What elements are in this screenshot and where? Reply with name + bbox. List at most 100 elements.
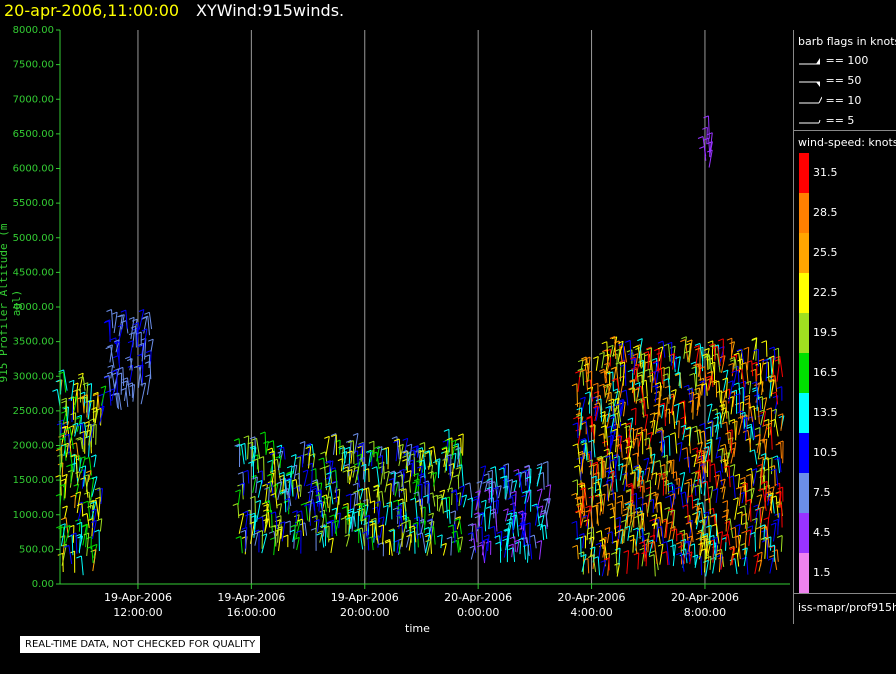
wind-barb-flag — [483, 534, 490, 538]
wind-barb — [528, 476, 532, 491]
wind-barb — [652, 361, 659, 384]
wind-barb — [637, 468, 642, 485]
wind-barb — [368, 487, 372, 504]
wind-barb — [730, 429, 733, 454]
wind-barb-flag — [283, 488, 289, 492]
wind-barb-flag — [484, 488, 490, 492]
wind-barb — [725, 400, 728, 419]
wind-barb-flag — [605, 348, 611, 352]
wind-barb — [617, 413, 620, 429]
wind-barb — [576, 383, 578, 407]
wind-barb-flag — [722, 377, 728, 381]
wind-barb — [622, 361, 625, 386]
wind-barb-flag — [745, 499, 751, 503]
wind-barb-flag — [540, 509, 546, 513]
wind-barb-flag — [461, 494, 467, 498]
wind-barb — [632, 428, 639, 449]
wind-barb — [697, 470, 701, 485]
wind-barb — [698, 542, 704, 560]
wind-barb-flag — [249, 436, 256, 440]
wind-barb — [585, 441, 588, 461]
wind-barb — [603, 539, 608, 561]
wind-barb — [705, 511, 710, 526]
wind-barb-flag — [482, 538, 488, 542]
wind-barb — [779, 457, 782, 473]
wind-barb — [524, 490, 528, 504]
wind-barb — [613, 388, 619, 407]
wind-barb — [774, 419, 779, 437]
wind-barb — [275, 493, 278, 509]
wind-barb-flag — [277, 450, 283, 454]
wind-barb — [364, 464, 367, 483]
wind-barb-flag — [342, 469, 348, 473]
wind-barb — [737, 366, 740, 383]
wind-barb-flag — [651, 472, 657, 476]
wind-barb-flag — [492, 486, 499, 490]
wind-barb-flag — [763, 517, 769, 521]
wind-barb-flag — [636, 385, 642, 389]
wind-barb-flag — [252, 458, 258, 462]
wind-barb-flag — [721, 407, 727, 411]
wind-barb-flag — [93, 529, 100, 533]
wind-barb — [586, 519, 590, 541]
speed-swatch-label: 31.5 — [813, 166, 838, 179]
wind-barb-flag — [58, 369, 64, 373]
wind-barb-flag — [538, 472, 544, 475]
wind-barb — [481, 541, 485, 556]
wind-barb — [380, 461, 385, 485]
wind-barb-flag — [594, 493, 601, 497]
wind-barb-flag — [264, 486, 270, 490]
wind-barb — [338, 512, 341, 529]
speed-colorbar: 31.5 28.5 25.5 22.5 19.5 16.5 13.5 10.5 7.5 4.5 1.… — [799, 153, 838, 593]
wind-barb — [769, 558, 774, 574]
wind-barb-flag — [346, 516, 352, 520]
wind-barb — [417, 478, 420, 497]
wind-barb — [602, 411, 606, 425]
wind-barb-flag — [681, 447, 688, 451]
wind-barb — [79, 455, 81, 468]
wind-barb-flag — [98, 393, 104, 397]
barb-10-label: == 10 — [825, 94, 862, 107]
wind-barb — [769, 492, 774, 511]
wind-barb — [442, 543, 447, 556]
wind-barb-flag — [695, 363, 701, 367]
wind-barb — [723, 369, 729, 392]
wind-barb-flag — [137, 364, 144, 368]
wind-barb-flag — [732, 552, 738, 556]
wind-barb-flag — [697, 383, 703, 387]
speed-swatch-label: 28.5 — [813, 206, 838, 219]
wind-barb-flag — [715, 455, 721, 459]
wind-barb-flag — [749, 449, 755, 453]
wind-barb-flag — [399, 501, 405, 505]
wind-barb — [81, 469, 85, 489]
wind-barb — [545, 510, 549, 527]
wind-barb — [350, 511, 354, 529]
speed-swatch-label: 4.5 — [813, 526, 831, 539]
wind-barb-flag — [138, 309, 145, 312]
wind-barb — [719, 531, 723, 553]
x-tick-time: 0:00:00 — [457, 606, 499, 619]
wind-barb — [582, 487, 586, 510]
wind-barb-flag — [576, 502, 582, 506]
wind-barb — [647, 494, 651, 514]
wind-barb — [641, 470, 644, 485]
wind-barb — [685, 541, 691, 559]
wind-barb-flag — [723, 509, 729, 513]
wind-barb — [432, 472, 437, 487]
wind-barb — [688, 520, 693, 540]
wind-barb-flag — [293, 486, 299, 490]
wind-barb — [737, 474, 741, 488]
wind-barb — [346, 506, 349, 525]
wind-barb-flag — [703, 446, 709, 449]
wind-barb — [92, 549, 97, 572]
wind-barb-flag — [684, 350, 691, 354]
wind-barb — [616, 438, 619, 458]
wind-barb — [646, 396, 649, 410]
wind-barb-flag — [252, 476, 258, 480]
wind-barb-flag — [664, 366, 670, 370]
wind-barb-flag — [270, 492, 276, 496]
wind-barb — [457, 443, 459, 460]
wind-barb — [762, 453, 767, 470]
wind-barb-flag — [635, 506, 641, 510]
wind-barb-flag — [698, 460, 704, 464]
